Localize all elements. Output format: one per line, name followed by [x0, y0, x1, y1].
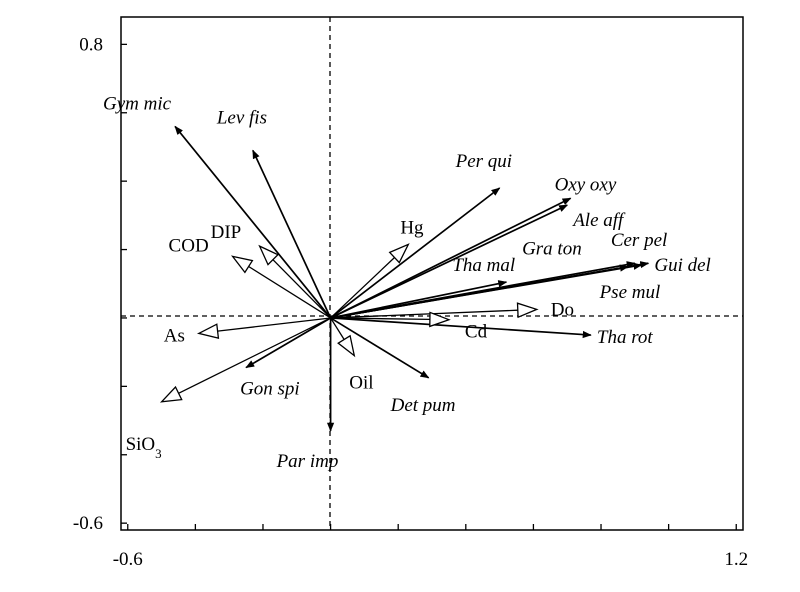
species-arrow-lev-fis [252, 149, 332, 319]
species-arrow-pse-mul [330, 262, 643, 319]
env-arrow-sio3 [178, 317, 331, 394]
env-arrowhead-hg [388, 243, 410, 264]
species-arrow-ale-aff [330, 204, 569, 319]
env-arrowhead-sio3 [159, 385, 183, 403]
env-arrowhead-cod [231, 255, 254, 274]
species-label-par-imp: Par imp [276, 451, 339, 472]
env-label-as: As [164, 325, 185, 346]
env-arrow-cd [330, 317, 430, 321]
species-label-gui-del: Gui del [654, 255, 710, 276]
vector-labels: -0.6 1.2 0.8 -0.6 Gym mic Lev fis Per qui Oxy o… [73, 34, 748, 570]
species-label-gym-mic: Gym mic [103, 93, 172, 114]
env-label-hg: Hg [400, 217, 424, 238]
env-label-oil: Oil [349, 373, 373, 394]
y-tick-label: -0.6 [73, 513, 103, 534]
y-tick-label: 0.8 [79, 34, 103, 55]
species-label-oxy-oxy: Oxy oxy [555, 174, 617, 195]
species-label-per-qui: Per qui [455, 151, 512, 172]
species-label-pse-mul: Pse mul [599, 282, 661, 303]
species-label-gra-ton: Gra ton [522, 239, 582, 260]
species-arrow-gym-mic [174, 125, 332, 319]
species-label-ale-aff: Ale aff [571, 210, 626, 231]
species-label-cer-pel: Cer pel [611, 230, 667, 251]
vectors [159, 125, 650, 432]
env-arrow-hg [330, 257, 395, 319]
species-label-tha-rot: Tha rot [597, 327, 654, 348]
env-arrow-dip [272, 259, 332, 319]
env-arrowhead-oil [337, 334, 356, 358]
species-arrow-tha-mal [330, 280, 508, 319]
species-arrow-tha-rot [330, 317, 592, 339]
x-tick-label: -0.6 [113, 549, 143, 570]
species-arrow-gon-spi [245, 317, 332, 369]
env-arrow-do [330, 309, 518, 319]
species-label-tha-mal: Tha mal [452, 255, 515, 276]
env-label-cd: Cd [465, 322, 488, 343]
env-arrowhead-cd [429, 311, 451, 328]
species-arrow-per-qui [330, 187, 501, 319]
axis-ticks [121, 43, 737, 530]
env-arrow-oil [330, 317, 345, 340]
env-label-cod: COD [169, 235, 209, 256]
env-label-do: Do [551, 299, 574, 320]
env-label-sio3: SiO3 [126, 434, 162, 461]
species-label-lev-fis: Lev fis [216, 107, 267, 128]
env-arrowhead-dip [258, 244, 280, 266]
env-arrowhead-do [516, 302, 539, 319]
species-arrow-det-pum [330, 317, 430, 379]
species-label-det-pum: Det pum [390, 395, 456, 416]
species-label-gon-spi: Gon spi [240, 379, 300, 400]
env-arrowhead-as [196, 323, 220, 339]
env-arrow-as [217, 317, 331, 332]
plot-frame [120, 16, 744, 531]
env-arrow-cod [248, 265, 331, 319]
env-label-dip: DIP [211, 222, 242, 243]
x-tick-label: 1.2 [724, 549, 748, 570]
